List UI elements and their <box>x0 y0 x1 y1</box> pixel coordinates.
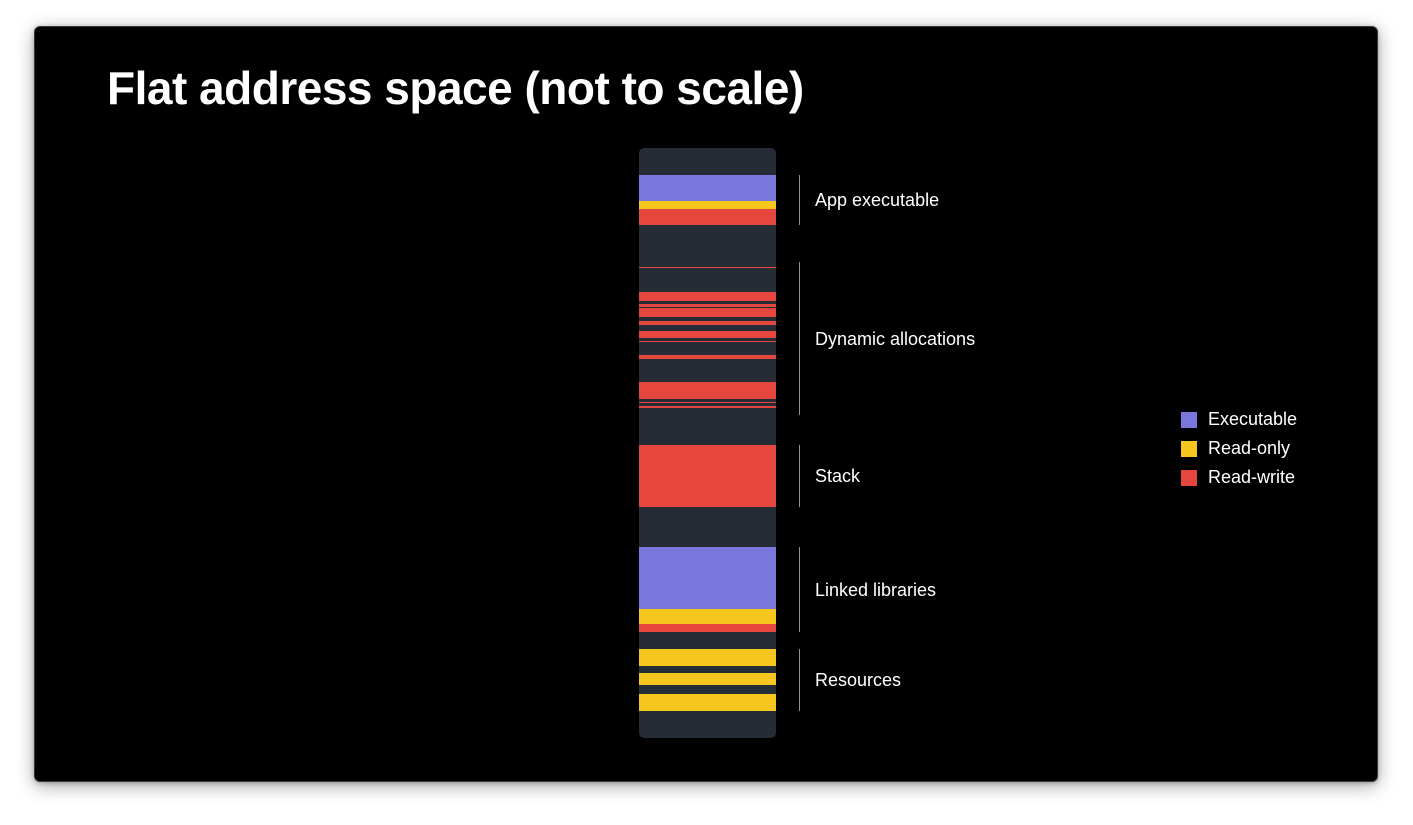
region-bracket <box>799 648 800 712</box>
memory-segment-executable <box>639 547 776 609</box>
legend-label: Read-only <box>1208 438 1291 458</box>
slide: Flat address space (not to scale) Execut… <box>34 26 1378 782</box>
memory-segment-read-write <box>639 623 776 633</box>
region-label: Stack <box>815 466 861 487</box>
legend-item-read-write: Read-write <box>1181 463 1297 492</box>
legend-label: Executable <box>1208 409 1298 429</box>
region-bracket <box>799 175 800 226</box>
memory-segment-executable <box>639 175 776 202</box>
legend-label: Read-write <box>1208 467 1296 487</box>
region-bracket <box>799 547 800 633</box>
memory-segment-read-write <box>639 405 776 409</box>
legend-swatch-icon <box>1181 440 1197 457</box>
region-label: Linked libraries <box>815 579 937 600</box>
memory-segment-read-write <box>639 340 776 343</box>
memory-segment-read-only <box>639 648 776 667</box>
memory-segment-read-write <box>639 209 776 226</box>
region-label: Dynamic allocations <box>815 328 976 349</box>
slide-title: Flat address space (not to scale) <box>107 62 804 114</box>
region-bracket <box>799 445 800 507</box>
memory-segment-read-write <box>639 303 776 307</box>
memory-segment-read-write <box>639 355 776 359</box>
memory-segment-read-write <box>639 320 776 325</box>
region-label: Resources <box>815 670 902 691</box>
memory-segment-read-write <box>639 331 776 338</box>
memory-segment-read-write <box>639 401 776 404</box>
legend-swatch-icon <box>1181 411 1197 428</box>
memory-segment-read-only <box>639 673 776 685</box>
memory-segment-read-only <box>639 201 776 210</box>
legend-item-read-only: Read-only <box>1181 434 1297 463</box>
memory-segment-read-only <box>639 693 776 712</box>
address-space-column <box>639 148 776 738</box>
memory-segment-read-write <box>639 445 776 507</box>
region-label: App executable <box>815 190 940 211</box>
memory-segment-read-write <box>639 308 776 318</box>
legend: Executable Read-only Read-write <box>1181 405 1297 492</box>
memory-segment-read-write <box>639 291 776 302</box>
legend-item-executable: Executable <box>1181 405 1297 434</box>
region-bracket <box>799 261 800 416</box>
memory-segment-read-only <box>639 608 776 624</box>
legend-swatch-icon <box>1181 469 1197 486</box>
memory-segment-read-write <box>639 266 776 269</box>
memory-segment-read-write <box>639 381 776 400</box>
